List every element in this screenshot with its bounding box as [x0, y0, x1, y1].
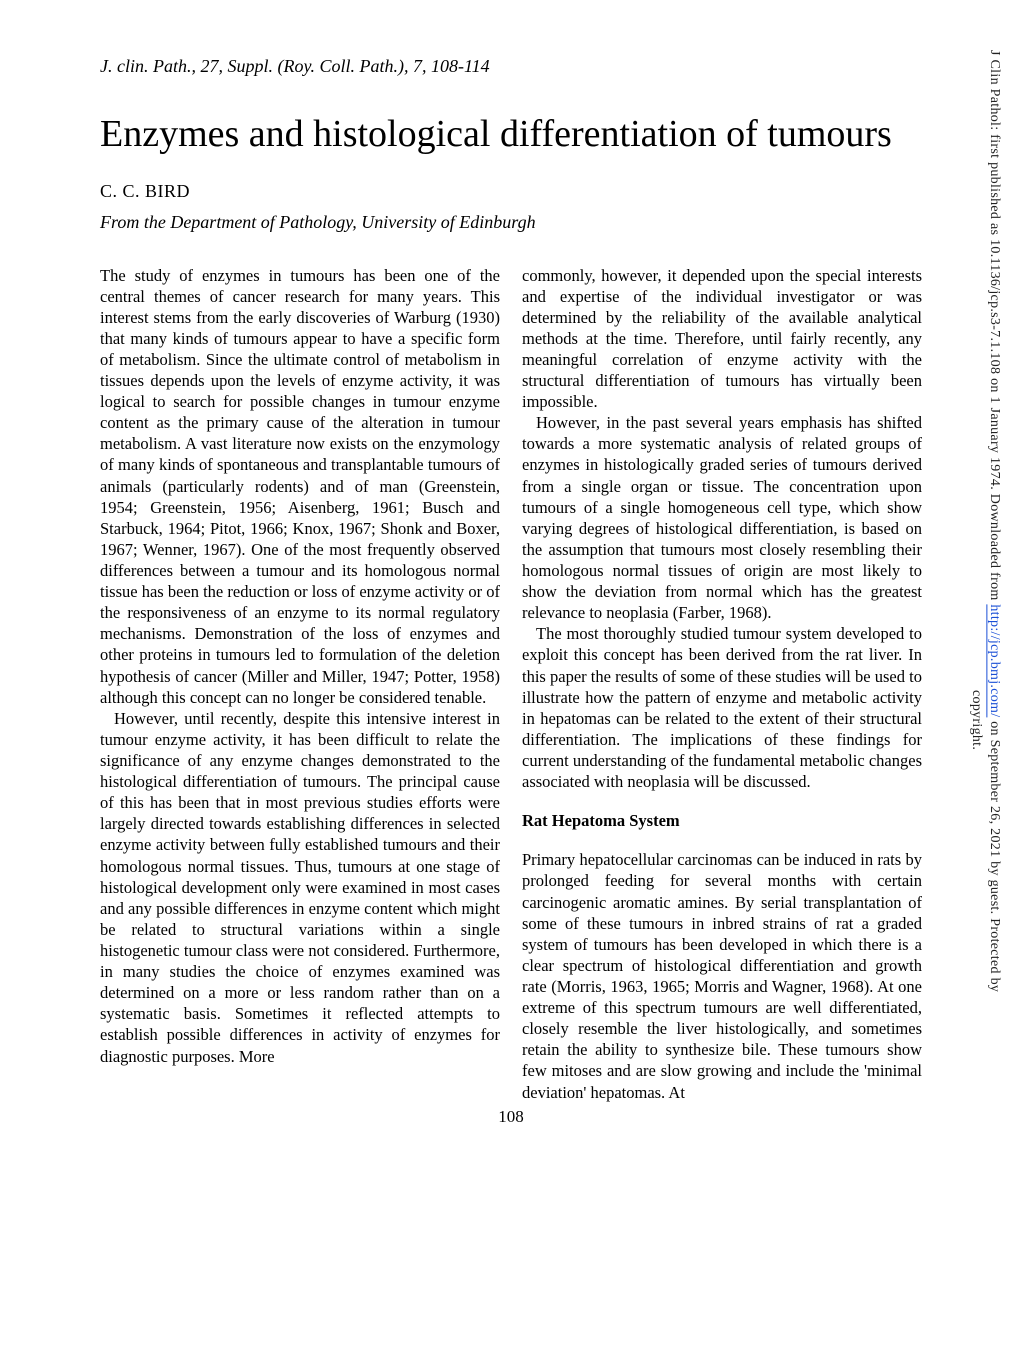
- author-name: C. C. BIRD: [100, 181, 922, 202]
- body-paragraph: Primary hepatocellular carcinomas can be…: [522, 849, 922, 1102]
- body-columns: The study of enzymes in tumours has been…: [100, 265, 922, 1103]
- sidebar-link[interactable]: http://jcp.bmj.com/: [987, 604, 1002, 717]
- article-title: Enzymes and histological differentiation…: [100, 111, 922, 159]
- body-paragraph: The study of enzymes in tumours has been…: [100, 265, 500, 708]
- citation-text: J. clin. Path., 27, Suppl. (Roy. Coll. P…: [100, 56, 922, 77]
- sidebar-suffix: on September 26, 2021 by guest. Protecte…: [987, 717, 1002, 992]
- body-paragraph: However, until recently, despite this in…: [100, 708, 500, 1067]
- body-paragraph: However, in the past several years empha…: [522, 412, 922, 623]
- page-number: 108: [100, 1107, 922, 1127]
- left-column: The study of enzymes in tumours has been…: [100, 265, 500, 1103]
- author-affiliation: From the Department of Pathology, Univer…: [100, 212, 922, 233]
- body-paragraph: commonly, however, it depended upon the …: [522, 265, 922, 413]
- watermark-sidebar: J Clin Pathol: first published as 10.113…: [984, 50, 1002, 1310]
- right-column: commonly, however, it depended upon the …: [522, 265, 922, 1103]
- sidebar-prefix: J Clin Pathol: first published as 10.113…: [987, 50, 1002, 604]
- body-paragraph: The most thoroughly studied tumour syste…: [522, 623, 922, 792]
- section-heading: Rat Hepatoma System: [522, 810, 922, 831]
- sidebar-copyright: copyright.: [968, 690, 984, 750]
